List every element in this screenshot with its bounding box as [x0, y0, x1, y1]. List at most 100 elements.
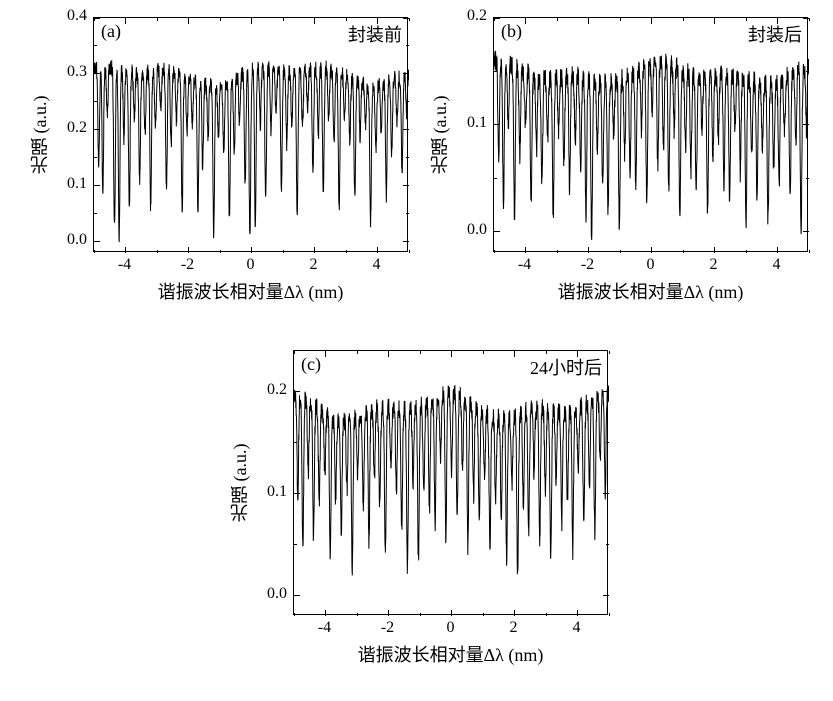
x-tick-label: -2: [173, 256, 203, 274]
y-tick-right: [403, 185, 409, 186]
y-tick-right: [803, 124, 809, 125]
x-minor-tick-top: [420, 351, 421, 354]
x-tick-top: [525, 18, 526, 24]
x-axis-label-c: 谐振波长相对量Δλ (nm): [293, 641, 608, 667]
x-tick-label: 2: [699, 256, 729, 274]
chart-panel-a: -4-20240.00.10.20.30.4(a)封装前谐振波长相对量Δλ (n…: [23, 7, 413, 307]
x-tick-label: 0: [236, 256, 266, 274]
y-minor-tick: [494, 71, 497, 72]
x-minor-tick: [494, 250, 495, 253]
x-tick-top: [325, 351, 326, 357]
x-minor-tick-top: [346, 18, 347, 21]
x-minor-tick-top: [609, 351, 610, 354]
x-tick: [377, 247, 378, 253]
y-minor-tick: [294, 442, 297, 443]
x-minor-tick: [420, 613, 421, 616]
x-tick: [577, 610, 578, 616]
x-minor-tick: [546, 613, 547, 616]
x-minor-tick: [157, 250, 158, 253]
y-tick: [294, 493, 300, 494]
x-minor-tick-top: [157, 18, 158, 21]
x-minor-tick-top: [220, 18, 221, 21]
x-tick-label: 4: [362, 256, 392, 274]
y-minor-tick-right: [406, 157, 409, 158]
y-minor-tick-right: [606, 544, 609, 545]
y-tick-label: 0.2: [255, 381, 287, 399]
x-tick-top: [388, 351, 389, 357]
y-minor-tick-right: [606, 442, 609, 443]
x-tick: [777, 247, 778, 253]
chart-panel-c: -4-20240.00.10.2(c)24小时后谐振波长相对量Δλ (nm)光强…: [223, 340, 613, 670]
x-minor-tick: [483, 613, 484, 616]
x-tick-top: [314, 18, 315, 24]
y-axis-label-c: 光强 (a.u.): [227, 350, 253, 615]
x-tick: [651, 247, 652, 253]
x-tick-label: -2: [573, 256, 603, 274]
x-tick-label: -4: [510, 256, 540, 274]
y-tick-right: [603, 595, 609, 596]
y-tick: [94, 73, 100, 74]
y-tick-label: 0.2: [455, 7, 487, 25]
x-minor-tick-top: [357, 351, 358, 354]
y-tick-label: 0.1: [55, 175, 87, 193]
y-tick: [94, 185, 100, 186]
panel-letter-a: (a): [101, 21, 121, 42]
x-tick: [314, 247, 315, 253]
y-axis-label-a: 光强 (a.u.): [27, 17, 53, 252]
y-tick-right: [403, 18, 409, 19]
y-tick-label: 0.1: [255, 483, 287, 501]
condition-label-c: 24小时后: [530, 354, 602, 380]
y-axis-label-b: 光强 (a.u.): [427, 17, 453, 252]
x-minor-tick: [94, 250, 95, 253]
x-tick: [714, 247, 715, 253]
x-tick-label: 4: [562, 619, 592, 637]
x-minor-tick-top: [746, 18, 747, 21]
x-minor-tick-top: [483, 351, 484, 354]
x-tick-label: 0: [436, 619, 466, 637]
x-minor-tick-top: [557, 18, 558, 21]
y-tick: [494, 124, 500, 125]
x-minor-tick: [683, 250, 684, 253]
y-minor-tick: [94, 157, 97, 158]
x-tick-top: [588, 18, 589, 24]
x-minor-tick: [409, 250, 410, 253]
y-minor-tick-right: [406, 213, 409, 214]
x-tick-top: [125, 18, 126, 24]
y-tick-right: [403, 73, 409, 74]
x-minor-tick: [809, 250, 810, 253]
spectrum-line-a: [94, 18, 409, 253]
x-minor-tick: [620, 250, 621, 253]
y-tick-right: [803, 18, 809, 19]
x-minor-tick-top: [683, 18, 684, 21]
y-minor-tick: [94, 213, 97, 214]
x-tick-label: 4: [762, 256, 792, 274]
x-minor-tick: [746, 250, 747, 253]
y-tick-label: 0.3: [55, 63, 87, 81]
x-tick: [125, 247, 126, 253]
y-minor-tick-right: [806, 178, 809, 179]
plot-area-b: [493, 17, 808, 252]
y-tick: [294, 391, 300, 392]
x-minor-tick: [220, 250, 221, 253]
x-tick-top: [251, 18, 252, 24]
y-tick: [94, 241, 100, 242]
x-minor-tick: [557, 250, 558, 253]
spectrum-line-b: [494, 18, 809, 253]
condition-label-a: 封装前: [348, 21, 402, 47]
x-tick-top: [514, 351, 515, 357]
x-tick-top: [451, 351, 452, 357]
y-tick: [94, 129, 100, 130]
x-tick: [188, 247, 189, 253]
x-tick-label: 0: [636, 256, 666, 274]
y-tick-label: 0.4: [55, 7, 87, 25]
y-tick-right: [403, 241, 409, 242]
x-tick: [451, 610, 452, 616]
x-minor-tick: [346, 250, 347, 253]
y-minor-tick-right: [406, 45, 409, 46]
x-tick-top: [188, 18, 189, 24]
x-tick-label: -2: [373, 619, 403, 637]
y-tick-right: [603, 493, 609, 494]
x-tick-label: 2: [299, 256, 329, 274]
x-tick-label: -4: [110, 256, 140, 274]
y-tick-right: [403, 129, 409, 130]
